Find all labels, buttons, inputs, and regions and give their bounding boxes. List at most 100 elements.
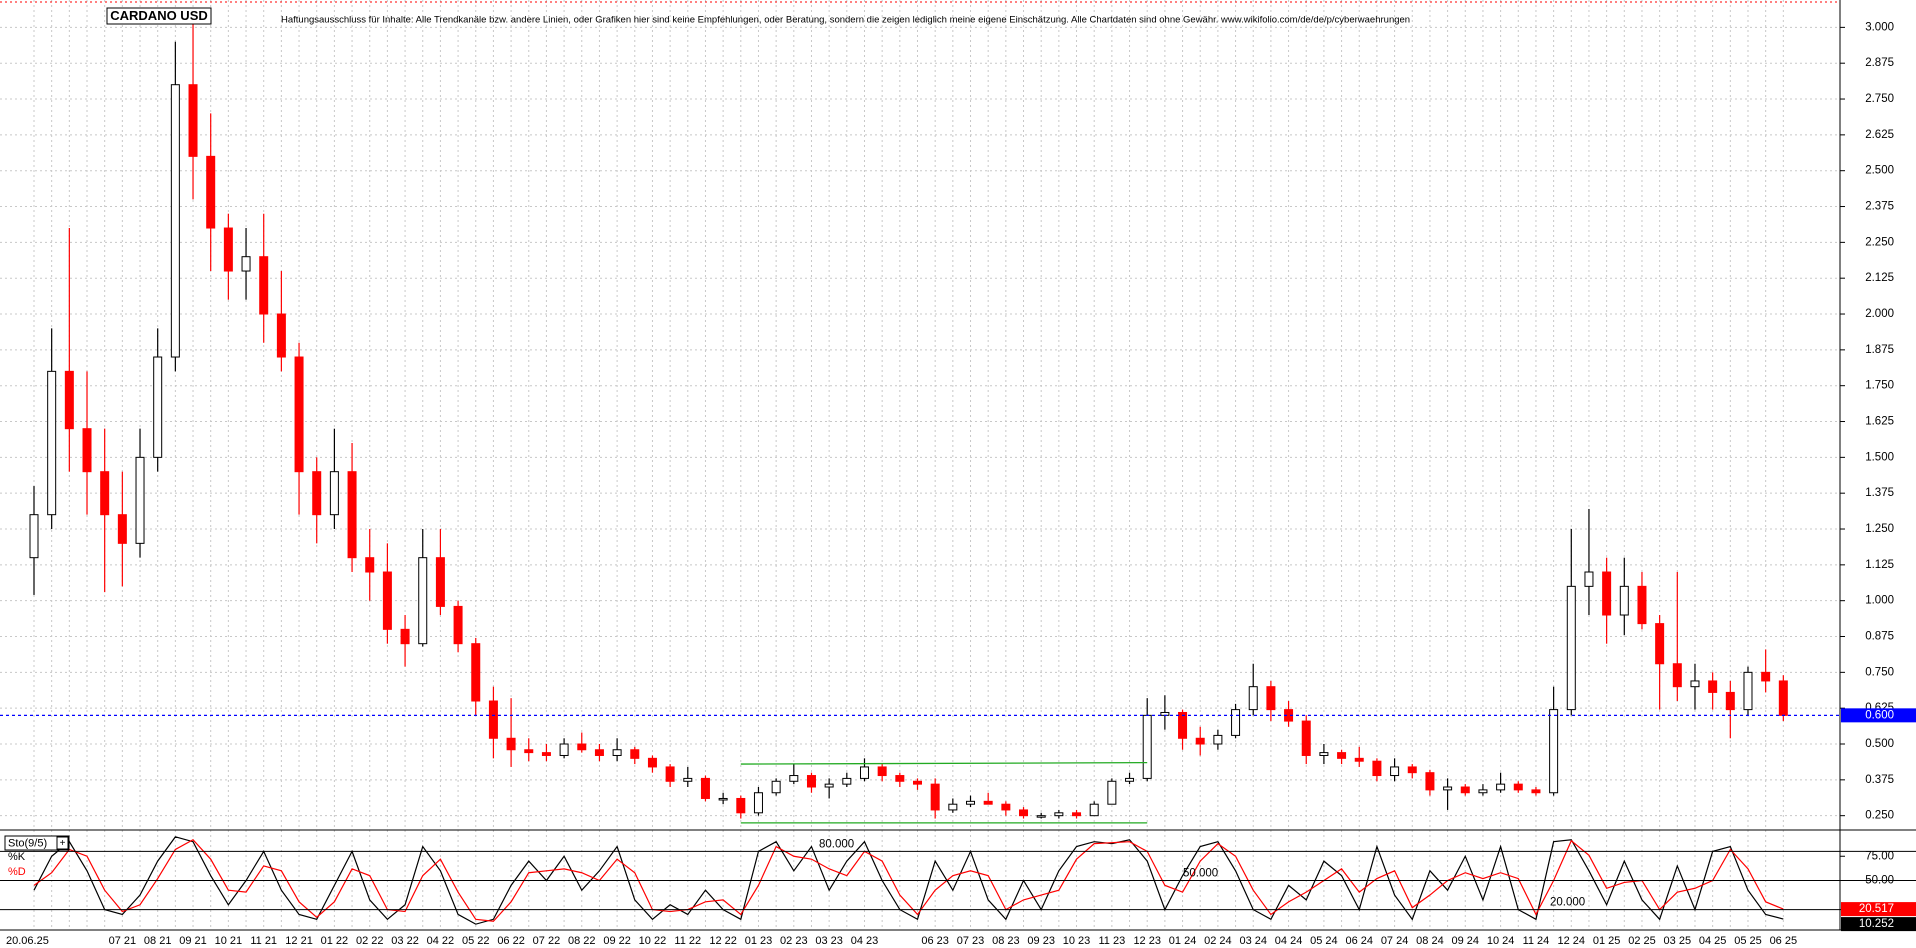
candle-body	[1354, 757, 1364, 762]
candle-body	[276, 313, 286, 358]
indicator-title: Sto(9/5)	[8, 837, 47, 849]
x-tick-label: 05 25	[1734, 935, 1762, 947]
candle-body	[718, 797, 728, 801]
candle-body	[948, 803, 958, 811]
candle-body	[153, 356, 163, 458]
y-tick-label: 1.750	[1865, 380, 1894, 392]
y-tick-label: 2.500	[1865, 165, 1894, 177]
candle-body	[1337, 752, 1347, 759]
x-tick-label: 09 24	[1452, 935, 1480, 947]
x-tick-label: 11 24	[1523, 935, 1550, 947]
marks	[29, 10, 1788, 925]
candle-body	[524, 749, 534, 754]
legend-label: %K	[8, 851, 26, 863]
y-tick-label: 1.500	[1865, 451, 1894, 463]
x-tick-label: 02 24	[1204, 935, 1232, 947]
candle-body	[1019, 809, 1029, 817]
candle-body	[771, 780, 781, 794]
y-tick-label: 2.625	[1865, 129, 1894, 141]
x-tick-label: 07 24	[1381, 935, 1409, 947]
x-tick-label: 05 24	[1310, 935, 1338, 947]
x-tick-label: 05 22	[462, 935, 490, 947]
y-tick-label: 0.375	[1865, 774, 1894, 786]
x-tick-label: 10 23	[1063, 935, 1091, 947]
level-label: 80.000	[819, 838, 854, 850]
candle-body	[206, 155, 216, 229]
candle-body	[1248, 686, 1258, 711]
x-tick-label: 03 25	[1664, 935, 1692, 947]
x-tick-label: 01 23	[745, 935, 773, 947]
y-tick-label: 1.125	[1865, 559, 1894, 571]
y-tick-label: 1.875	[1865, 344, 1894, 356]
expand-button[interactable]	[56, 836, 69, 850]
candle-body	[1036, 815, 1046, 818]
candle-body	[1637, 585, 1647, 625]
candle-body	[1213, 734, 1223, 745]
candle-body	[1778, 680, 1788, 716]
x-tick-label: 02 25	[1628, 935, 1656, 947]
candle-body	[259, 256, 269, 315]
candle-body	[1178, 711, 1188, 739]
candle-body	[683, 777, 693, 782]
y-tick-label: 75.00	[1865, 850, 1894, 862]
x-tick-label: 03 24	[1239, 935, 1267, 947]
candle-body	[1372, 760, 1382, 777]
x-tick-label: 04 24	[1275, 935, 1303, 947]
candle-body	[1690, 680, 1700, 688]
candle-body	[117, 514, 127, 544]
candle-body	[488, 700, 498, 739]
indicator-box	[4, 835, 70, 851]
chart-title: CARDANO USD	[110, 8, 208, 23]
candle-body	[1496, 783, 1506, 791]
x-tick-label: 01 24	[1169, 935, 1197, 947]
candle-body	[1231, 709, 1241, 736]
x-tick-label: 01 25	[1593, 935, 1621, 947]
candle-body	[1266, 686, 1276, 711]
x-tick-label: 20.06.25	[6, 935, 49, 947]
candle-body	[347, 471, 357, 559]
candle-body	[753, 792, 763, 814]
candle-body	[82, 428, 92, 473]
x-tick-label: 07 21	[109, 935, 137, 947]
candle-body	[665, 766, 675, 782]
candle-body	[135, 456, 145, 544]
y-tick-label: 2.375	[1865, 201, 1894, 213]
x-tick-label: 03 22	[391, 935, 419, 947]
trendline	[740, 761, 1148, 765]
candle-body	[100, 471, 110, 516]
candle-body	[1407, 766, 1417, 774]
candle-body	[1390, 766, 1400, 777]
title-box	[106, 7, 212, 25]
candle-body	[1107, 780, 1117, 805]
candle-body	[612, 749, 622, 756]
candle-body	[700, 777, 710, 799]
x-tick-label: 12 21	[285, 935, 313, 947]
y-tick-label: 1.000	[1865, 595, 1894, 607]
disclaimer: Haftungsausschluss für Inhalte: Alle Tre…	[281, 15, 1410, 26]
candle-body	[64, 370, 74, 430]
candle-body	[824, 783, 834, 788]
legend-label: %D	[8, 866, 26, 878]
candle-body	[382, 571, 392, 630]
candle-body	[1195, 737, 1205, 745]
stoch-line	[33, 836, 1784, 925]
x-tick-label: 09 21	[179, 935, 207, 947]
x-tick-label: 11 21	[250, 935, 277, 947]
x-tick-label: 11 23	[1099, 935, 1126, 947]
level-label: 50.000	[1183, 868, 1218, 880]
candle-body	[630, 749, 640, 759]
candle-body	[1142, 714, 1152, 779]
y-tick-label: 0.875	[1865, 631, 1894, 643]
y-tick-label: 1.375	[1865, 487, 1894, 499]
y-tick-label: 3.000	[1865, 21, 1894, 33]
candle-body	[1072, 812, 1082, 817]
candle-body	[418, 557, 428, 645]
last-value-label: 10.252	[1859, 918, 1894, 930]
x-tick-label: 08 24	[1416, 935, 1444, 947]
candle-body	[930, 783, 940, 811]
x-tick-label: 10 24	[1487, 935, 1515, 947]
candle-body	[577, 743, 587, 751]
candle-body	[736, 797, 746, 814]
